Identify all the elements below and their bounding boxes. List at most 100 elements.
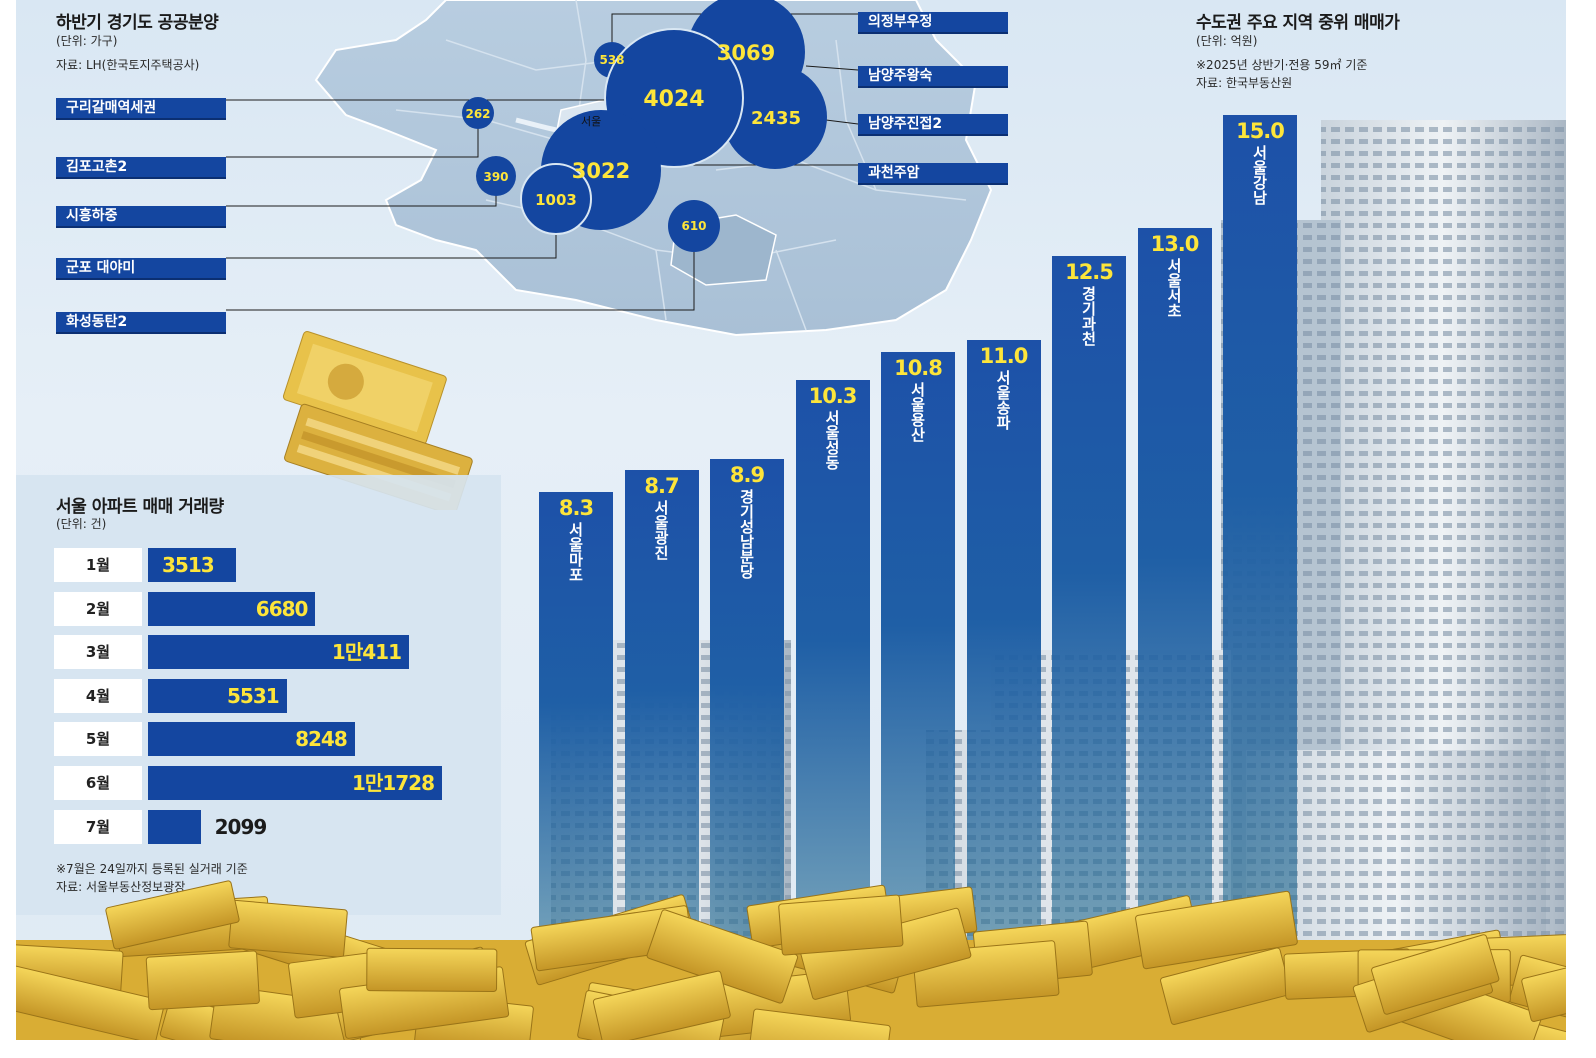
map-label-uijeongbu: 의정부우정 bbox=[858, 12, 1008, 34]
leader-hwaseong bbox=[226, 228, 695, 311]
banknote bbox=[1371, 934, 1500, 1015]
bubble-jinjeop bbox=[723, 65, 827, 169]
bubble-gunpo bbox=[520, 163, 592, 235]
banknote bbox=[105, 880, 240, 950]
map-label-guri: 구리갈매역세권 bbox=[56, 98, 226, 120]
price-bar-value: 13.0 bbox=[1150, 231, 1200, 256]
volume-value: 6680 bbox=[255, 596, 309, 621]
volume-month-label: 6월 bbox=[54, 766, 142, 800]
map-source: 자료: LH(한국토지주택공사) bbox=[56, 58, 200, 72]
bubble-value-siheung: 390 bbox=[483, 170, 508, 184]
volume-unit: (단위: 건) bbox=[56, 517, 107, 531]
bubble-gimpo bbox=[462, 97, 494, 129]
volume-value: 5531 bbox=[226, 683, 280, 708]
map-label-siheung: 시흥하중 bbox=[56, 206, 226, 228]
map-label-gunpo: 군포 대야미 bbox=[56, 258, 226, 280]
volume-month-label: 3월 bbox=[54, 635, 142, 670]
price-bar-label: 서울성동 bbox=[825, 408, 840, 472]
bubble-value-gimpo: 262 bbox=[465, 107, 490, 121]
volume-month-label: 7월 bbox=[54, 809, 142, 844]
banknote bbox=[1135, 890, 1298, 970]
banknote bbox=[1521, 943, 1566, 1023]
price-source: 자료: 한국부동산원 bbox=[1196, 76, 1293, 90]
price-bar-4: 10.8 서울용산 bbox=[881, 351, 955, 960]
price-bar-6: 12.5 경기과천 bbox=[1052, 255, 1126, 960]
price-bar-value: 15.0 bbox=[1236, 119, 1285, 144]
volume-bar bbox=[148, 591, 316, 626]
price-note: ※2025년 상반기·전용 59㎡ 기준 bbox=[1196, 58, 1368, 72]
volume-row: 4월 5531 bbox=[54, 678, 494, 713]
seoul-label: 서울 bbox=[581, 115, 601, 128]
leader-wangsuk bbox=[805, 65, 859, 71]
banknote bbox=[747, 1008, 891, 1040]
map-bubbles bbox=[462, 0, 827, 252]
volume-month-label: 4월 bbox=[54, 678, 142, 713]
price-bar-label: 서울강남 bbox=[1253, 144, 1267, 208]
volume-row: 1월 3513 bbox=[54, 548, 494, 582]
price-bar-value: 10.3 bbox=[808, 383, 858, 408]
price-bar-value: 11.0 bbox=[979, 344, 1029, 369]
price-title: 수도권 주요 지역 중위 매매가 bbox=[1196, 13, 1400, 33]
volume-value: 1만1728 bbox=[352, 771, 435, 795]
infographic: 서울 538 3069 2435 4024 262 3022 390 1003 … bbox=[16, 0, 1566, 1040]
price-bar-3: 10.3 서울성동 bbox=[795, 379, 870, 960]
price-bar-label: 서울광진 bbox=[654, 498, 669, 562]
price-bar-7: 13.0 서울서초 bbox=[1137, 227, 1212, 960]
volume-value: 2099 bbox=[214, 814, 268, 839]
volume-bar bbox=[148, 722, 355, 757]
bubble-value-guri: 4024 bbox=[643, 87, 704, 112]
banknote bbox=[592, 970, 731, 1040]
price-bar-value: 10.8 bbox=[894, 355, 943, 380]
banknote bbox=[16, 964, 165, 1040]
volume-source: 자료: 서울부동산정보광장 bbox=[56, 880, 186, 894]
price-bar-label: 서울마포 bbox=[569, 521, 583, 585]
volume-value: 8248 bbox=[295, 727, 348, 752]
volume-title: 서울 아파트 매매 거래량 bbox=[56, 497, 224, 517]
map-label-gimpo: 김포고촌2 bbox=[56, 157, 226, 179]
price-bar-5: 11.0 서울송파 bbox=[966, 340, 1041, 960]
money-pile bbox=[16, 880, 1566, 1040]
map-label-wangsuk: 남양주왕숙 bbox=[858, 66, 1008, 88]
price-bar-label: 서울서초 bbox=[1167, 256, 1182, 320]
price-bar-value: 8.9 bbox=[729, 462, 765, 487]
volume-bar-chart: 1월 3513 2월 6680 3월 1만411 4월 5531 5월 8248 6월 1만1728 7… bbox=[16, 0, 501, 900]
volume-row: 6월 1만1728 bbox=[54, 766, 494, 800]
volume-bar bbox=[148, 678, 287, 713]
volume-row: 7월 2099 bbox=[54, 809, 494, 844]
volume-bar bbox=[148, 766, 442, 800]
banknote bbox=[778, 894, 904, 956]
price-bar-chart: 8.3 서울마포 8.7 서울광진 8.9 경기성남분당 10.3 서울성동 10.8 서울용산 1… bbox=[16, 0, 1566, 960]
map-label-gwacheon: 과천주암 bbox=[858, 163, 1008, 185]
volume-row: 5월 8248 bbox=[54, 722, 494, 757]
bubble-values: 538 3069 2435 4024 262 3022 390 1003 610 bbox=[465, 41, 801, 233]
gyeonggi-map: 서울 538 3069 2435 4024 262 3022 390 1003 … bbox=[226, 0, 993, 337]
banknote bbox=[366, 947, 498, 993]
map-unit: (단위: 가구) bbox=[56, 34, 118, 48]
bubble-value-gwacheon: 3022 bbox=[572, 159, 630, 183]
price-bar-label: 서울용산 bbox=[911, 380, 925, 444]
volume-bar bbox=[148, 635, 409, 670]
price-bar-label: 경기성남분당 bbox=[740, 487, 754, 581]
map-label-jinjeop: 남양주진접2 bbox=[858, 114, 1008, 136]
map-title: 하반기 경기도 공공분양 bbox=[56, 13, 219, 33]
bubble-value-wangsuk: 3069 bbox=[717, 41, 775, 65]
volume-value: 1만411 bbox=[331, 640, 402, 665]
leader-jinjeop bbox=[825, 119, 859, 125]
banknote bbox=[228, 899, 348, 958]
price-bar-8: 15.0 서울강남 bbox=[1223, 115, 1297, 960]
volume-row: 2월 6680 bbox=[54, 591, 494, 626]
price-bar-2: 8.9 경기성남분당 bbox=[710, 458, 784, 960]
volume-note: ※7월은 24일까지 등록된 실거래 기준 bbox=[56, 862, 248, 876]
volume-bar bbox=[148, 548, 237, 582]
price-bar-value: 12.5 bbox=[1065, 259, 1114, 284]
price-bar-label: 서울송파 bbox=[996, 369, 1011, 433]
volume-value: 3513 bbox=[162, 553, 215, 577]
volume-month-label: 1월 bbox=[54, 548, 142, 582]
bubble-value-jinjeop: 2435 bbox=[751, 108, 801, 129]
volume-month-label: 2월 bbox=[54, 591, 142, 626]
price-bar-value: 8.3 bbox=[558, 496, 594, 521]
volume-row: 3월 1만411 bbox=[54, 635, 494, 670]
price-bar-0: 8.3 서울마포 bbox=[539, 492, 613, 960]
bubble-value-uijeongbu: 538 bbox=[599, 53, 624, 67]
price-bar-label: 경기과천 bbox=[1082, 284, 1096, 348]
